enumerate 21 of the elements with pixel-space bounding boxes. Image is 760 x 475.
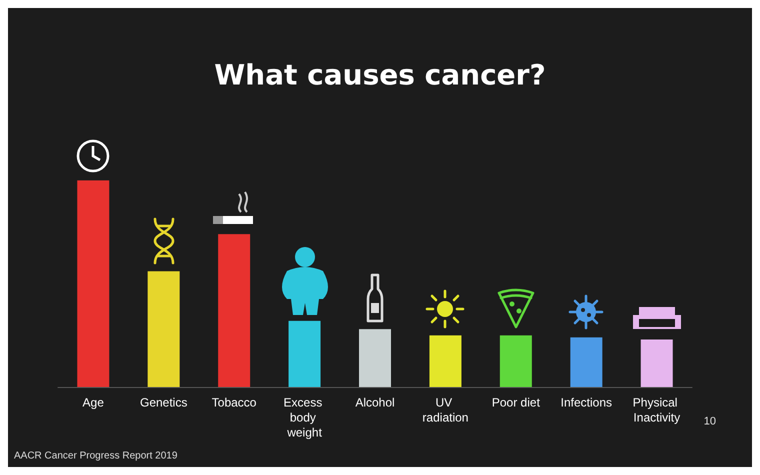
bar xyxy=(288,320,321,387)
x-tick-label: Alcohol xyxy=(355,396,395,410)
x-tick-label: Excess body weight xyxy=(284,396,326,440)
bar xyxy=(640,339,673,387)
bar xyxy=(218,234,250,387)
bar xyxy=(359,329,391,387)
x-tick-label: UV radiation xyxy=(422,396,468,424)
bar xyxy=(148,271,180,387)
bar xyxy=(570,337,602,387)
chart-title: What causes cancer? xyxy=(214,58,546,92)
x-tick-label: Age xyxy=(82,396,104,410)
bar xyxy=(77,180,110,387)
x-tick-label: Infections xyxy=(560,396,612,410)
bar xyxy=(429,335,462,387)
text: AACR Cancer Progress Report 2019 xyxy=(14,450,178,462)
x-tick-label: Tobacco xyxy=(212,396,257,410)
text: 10 xyxy=(704,416,716,428)
x-tick-label: Genetics xyxy=(140,396,188,410)
x-tick-label: Physical Inactivity xyxy=(632,396,681,424)
x-tick-label: Poor diet xyxy=(492,396,541,410)
bar xyxy=(500,335,532,387)
